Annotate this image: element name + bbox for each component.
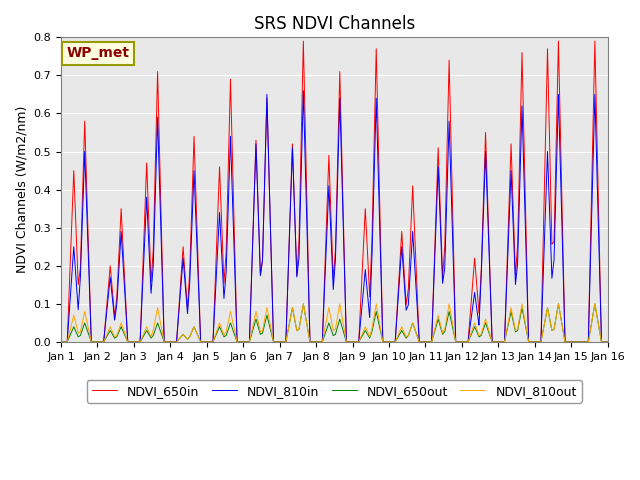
- NDVI_650out: [57, 339, 65, 345]
- NDVI_810out: [472, 324, 480, 330]
- Line: NDVI_650in: NDVI_650in: [61, 41, 607, 342]
- NDVI_650out: [580, 339, 588, 345]
- NDVI_650out: [604, 339, 611, 345]
- Legend: NDVI_650in, NDVI_810in, NDVI_650out, NDVI_810out: NDVI_650in, NDVI_810in, NDVI_650out, NDV…: [87, 380, 582, 403]
- NDVI_810in: [457, 339, 465, 345]
- NDVI_650in: [316, 339, 323, 345]
- Line: NDVI_810in: NDVI_810in: [61, 91, 607, 342]
- NDVI_810out: [372, 301, 380, 307]
- NDVI_810in: [472, 300, 480, 306]
- NDVI_650in: [604, 339, 611, 345]
- Y-axis label: NDVI Channels (W/m2/nm): NDVI Channels (W/m2/nm): [15, 106, 28, 273]
- NDVI_810out: [604, 339, 611, 345]
- NDVI_810out: [316, 339, 323, 345]
- NDVI_810in: [580, 339, 588, 345]
- NDVI_650in: [555, 38, 563, 44]
- Title: SRS NDVI Channels: SRS NDVI Channels: [253, 15, 415, 33]
- NDVI_810out: [457, 339, 465, 345]
- NDVI_650out: [243, 339, 250, 345]
- NDVI_650in: [457, 339, 465, 345]
- NDVI_650out: [457, 339, 465, 345]
- NDVI_650in: [57, 339, 65, 345]
- NDVI_810out: [580, 339, 588, 345]
- NDVI_810in: [316, 339, 324, 345]
- NDVI_650out: [555, 301, 563, 307]
- NDVI_650out: [316, 339, 323, 345]
- Text: WP_met: WP_met: [67, 47, 129, 60]
- NDVI_810out: [574, 339, 582, 345]
- NDVI_650in: [580, 339, 588, 345]
- NDVI_810in: [604, 339, 611, 345]
- NDVI_650out: [574, 339, 582, 345]
- NDVI_650in: [574, 339, 582, 345]
- Line: NDVI_810out: NDVI_810out: [61, 304, 607, 342]
- NDVI_650in: [243, 339, 250, 345]
- NDVI_810in: [243, 339, 250, 345]
- NDVI_810in: [574, 339, 582, 345]
- NDVI_650out: [472, 327, 480, 333]
- NDVI_810in: [300, 88, 307, 94]
- NDVI_650in: [472, 272, 480, 277]
- NDVI_810in: [57, 339, 65, 345]
- NDVI_810out: [57, 339, 65, 345]
- Line: NDVI_650out: NDVI_650out: [61, 304, 607, 342]
- NDVI_810out: [243, 339, 250, 345]
